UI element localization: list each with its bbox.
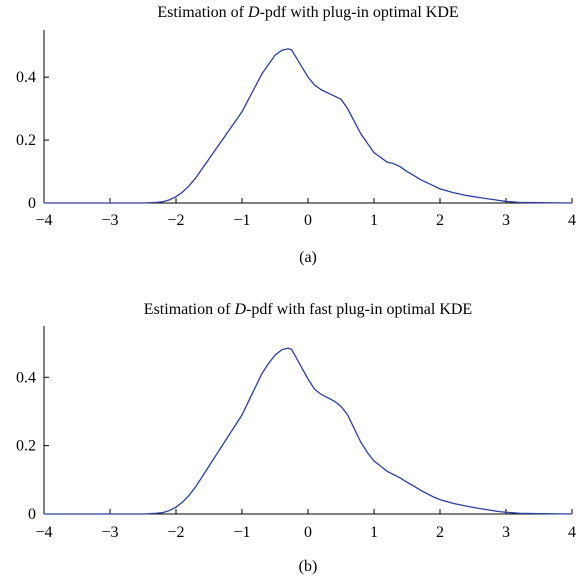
panel-caption-a: (a) (299, 249, 317, 266)
x-tick-label: 0 (304, 524, 312, 541)
y-tick-label: 0.4 (16, 369, 36, 386)
chart-title-italic: D (247, 4, 260, 21)
y-tick-label: 0 (28, 506, 36, 523)
chart-title-italic: D (233, 301, 246, 318)
x-tick-label: −3 (101, 212, 118, 229)
x-tick-label: 1 (370, 212, 378, 229)
x-tick-label: −2 (167, 212, 184, 229)
chart-title-suffix: -pdf with plug-in optimal KDE (260, 4, 459, 21)
y-tick-label: 0 (28, 195, 36, 212)
chart-title-prefix: Estimation of (157, 4, 248, 21)
x-tick-label: −1 (233, 212, 250, 229)
x-tick-label: 4 (568, 212, 576, 229)
x-tick-label: −4 (35, 524, 52, 541)
y-tick-label: 0.2 (16, 132, 36, 149)
x-tick-label: −2 (167, 524, 184, 541)
x-tick-label: −1 (233, 524, 250, 541)
x-tick-label: 1 (370, 524, 378, 541)
y-tick-label: 0.2 (16, 438, 36, 455)
x-tick-label: 2 (436, 524, 444, 541)
chart-title-prefix: Estimation of (144, 301, 235, 318)
x-tick-label: 0 (304, 212, 312, 229)
x-tick-label: −3 (101, 524, 118, 541)
chart-title-suffix: -pdf with fast plug-in optimal KDE (246, 301, 472, 318)
series-line-a (44, 48, 573, 204)
panel-caption-b: (b) (299, 558, 318, 575)
x-tick-label: 3 (502, 212, 510, 229)
chart-title-a: Estimation of D-pdf with plug-in optimal… (157, 4, 458, 21)
x-tick-label: 3 (502, 524, 510, 541)
x-tick-label: −4 (35, 212, 52, 229)
chart-panel-a: Estimation of D-pdf with plug-in optimal… (16, 4, 576, 266)
x-tick-label: 2 (436, 212, 444, 229)
x-tick-label: 4 (568, 524, 576, 541)
chart-title-b: Estimation of D-pdf with fast plug-in op… (144, 301, 472, 318)
series-line-b (44, 347, 573, 515)
chart-panel-b: Estimation of D-pdf with fast plug-in op… (16, 301, 576, 575)
y-tick-label: 0.4 (16, 69, 36, 86)
